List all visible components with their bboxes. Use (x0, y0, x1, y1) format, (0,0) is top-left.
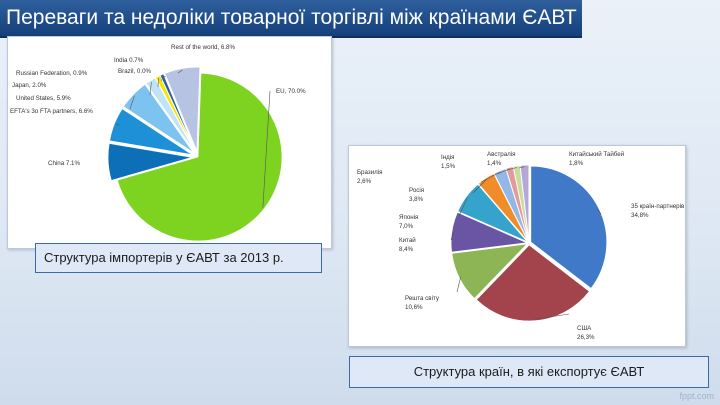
export-chart-caption: Структура країн, в які експортує ЄАВТ (349, 356, 709, 388)
pie-slice (475, 244, 590, 322)
leader-line (458, 197, 468, 217)
slide-title: Переваги та недоліки товарної торгівлі м… (6, 6, 577, 29)
slice-label: Бразилія (357, 169, 383, 176)
slice-label: EU, 70.0% (276, 88, 306, 95)
slice-label: Японія (399, 214, 418, 221)
slice-label: Росія (409, 187, 424, 194)
slice-label: 3,8% (409, 196, 424, 203)
slice-label: Brazil, 0.0% (118, 68, 152, 75)
leader-line (534, 313, 570, 320)
slice-label: Китай (399, 237, 416, 244)
slice-label: United States, 5.9% (16, 95, 71, 102)
title-bar: Переваги та недоліки товарної торгівлі м… (0, 0, 582, 38)
pie-slice (159, 73, 196, 152)
leader-line (129, 95, 135, 110)
leader-line (450, 231, 454, 241)
slice-label: Решта світу (405, 295, 440, 302)
pie-slice (145, 77, 196, 153)
slice-label: Japan, 2.0% (12, 82, 47, 89)
leader-line (518, 166, 525, 169)
leader-line (597, 209, 602, 215)
import-structure-chart: EU, 70.0% China 7.1% EFTA's 3o FTA partner… (7, 36, 332, 249)
import-chart-caption: Структура імпортерів у ЄАВТ за 2013 р. (35, 243, 322, 273)
leader-line (149, 81, 152, 96)
slice-label: 7,0% (399, 223, 414, 230)
slice-label: India 0.7% (114, 57, 144, 64)
slice-label: EFTA's 3o FTA partners, 6.6% (10, 108, 93, 115)
pie-slice (451, 243, 529, 300)
slice-label: 10,6% (405, 304, 423, 311)
slice-label: 26,3% (577, 334, 595, 341)
pie-slice (109, 108, 193, 156)
pie-slice (164, 66, 201, 152)
slice-label: Австралія (487, 151, 516, 158)
slice-label: 2,6% (357, 178, 372, 185)
pie-slice (519, 164, 530, 242)
leader-line (456, 277, 461, 293)
leader-line (472, 179, 487, 194)
pie-slice (450, 211, 529, 253)
export-pie-svg: 35 країн-партнерів ЄАВТ 34,8% США 26,3% Решт… (357, 151, 685, 341)
slice-label: 34,8% (631, 212, 649, 219)
pie-slice (477, 172, 529, 242)
slice-label: Китайський Тайбей (569, 151, 625, 158)
leader-line (262, 90, 271, 208)
slice-label: 1,5% (441, 163, 456, 170)
slice-label: Індія (441, 154, 454, 161)
slice-label: 35 країн-партнерів ЄАВТ (631, 203, 685, 210)
slice-label: Russian Federation, 0.9% (16, 70, 88, 77)
pie-slice (457, 183, 528, 243)
pie-slice (107, 142, 193, 181)
pie-slice (122, 83, 195, 154)
slice-label: 8,4% (399, 246, 414, 253)
watermark: fppt.com (679, 391, 714, 401)
leader-line (177, 69, 183, 74)
leader-line (506, 167, 517, 171)
pie-slice (530, 165, 608, 290)
slice-label: 1,4% (487, 160, 502, 167)
import-pie-svg: EU, 70.0% China 7.1% EFTA's 3o FTA partner… (10, 44, 306, 242)
export-structure-chart: 35 країн-партнерів ЄАВТ 34,8% США 26,3% Решт… (348, 145, 686, 347)
slice-label: China 7.1% (48, 160, 80, 167)
slice-label: 1,8% (569, 160, 584, 167)
pie-slice (116, 72, 283, 242)
slice-label: США (577, 325, 592, 332)
slice-label: Rest of the world, 6.8% (171, 44, 235, 51)
